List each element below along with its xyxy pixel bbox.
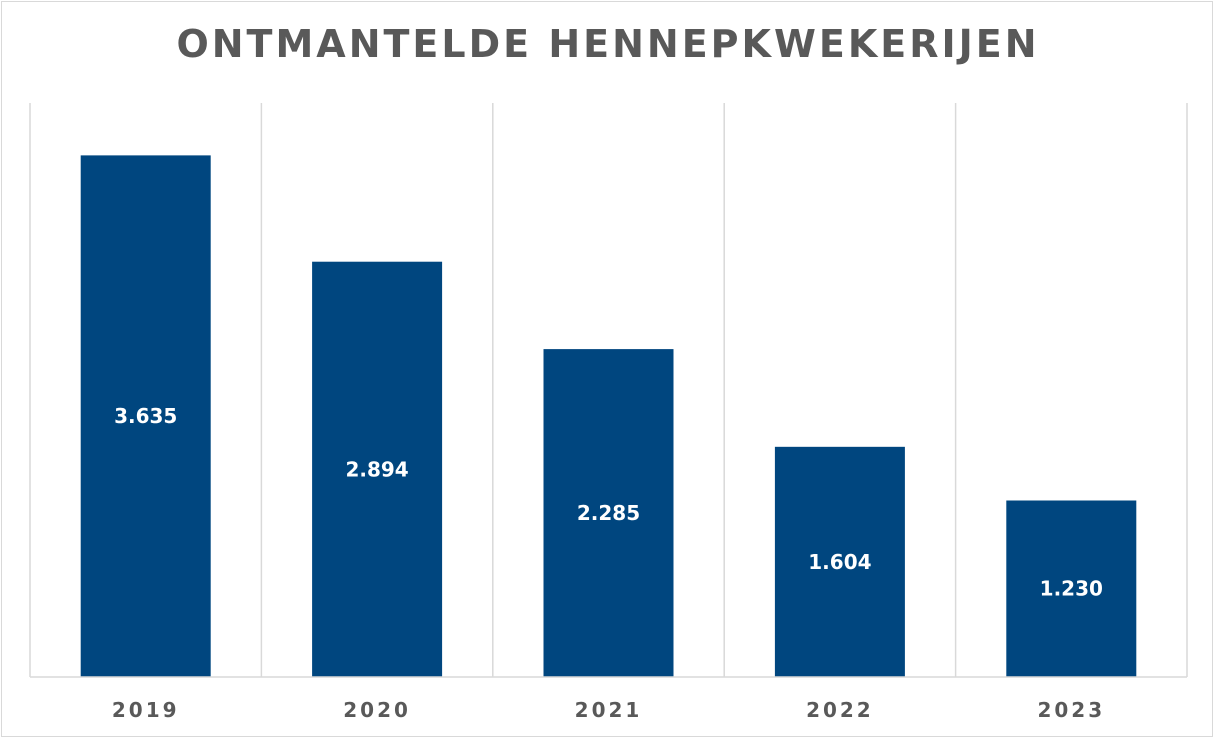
data-label-2019: 3.635	[114, 404, 177, 428]
bar-2019	[80, 155, 211, 677]
bar-data-labels: 3.635 2.894 2.285 1.604 1.230	[114, 404, 1103, 601]
bar-2021	[543, 349, 674, 677]
bar-2022	[774, 446, 905, 677]
x-tick-2021: 2021	[575, 698, 643, 722]
x-axis-tick-labels: 2019 2020 2021 2022 2023	[112, 698, 1105, 722]
data-label-2022: 1.604	[808, 550, 871, 574]
bars	[80, 155, 1137, 677]
bar-2023	[1006, 500, 1137, 677]
x-tick-2022: 2022	[806, 698, 874, 722]
x-tick-2023: 2023	[1037, 698, 1105, 722]
chart-title: ONTMANTELDE HENNEPKWEKERIJEN	[176, 22, 1040, 66]
bar-2020	[312, 261, 443, 677]
data-label-2021: 2.285	[577, 501, 640, 525]
data-label-2020: 2.894	[345, 457, 408, 481]
grid-lines	[29, 103, 1188, 677]
x-tick-2020: 2020	[343, 698, 411, 722]
x-tick-2019: 2019	[112, 698, 180, 722]
data-label-2023: 1.230	[1040, 577, 1103, 601]
